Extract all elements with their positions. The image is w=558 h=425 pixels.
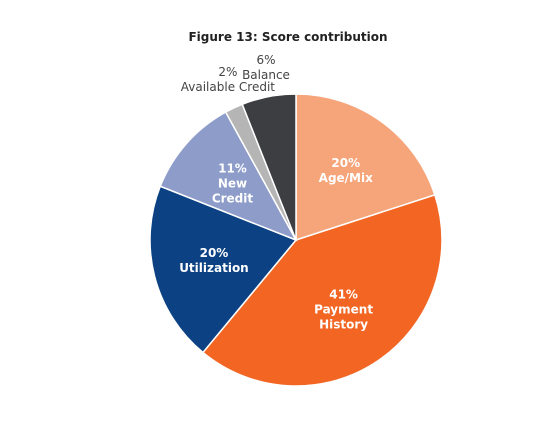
value-label: 6% <box>256 52 276 67</box>
value-label: 41% <box>329 287 358 302</box>
value-label: 2% <box>218 65 238 80</box>
category-label: Available Credit <box>180 80 275 95</box>
value-label: 20% <box>331 156 361 171</box>
value-label: 20% <box>199 246 229 261</box>
chart-title: Figure 13: Score contribution <box>188 30 388 44</box>
value-label: 11% <box>218 161 247 176</box>
pie-slice <box>149 185 298 354</box>
slice-label: 20% Utilization <box>179 246 249 276</box>
slice-label: 11% New Credit <box>197 162 267 207</box>
pie-slice <box>295 93 436 242</box>
category-label: Payment History <box>314 302 374 332</box>
category-label: Utilization <box>179 261 249 276</box>
slice-label: 2% Available Credit <box>173 65 283 95</box>
slice-label: 20% Age/Mix <box>311 156 381 186</box>
slice-label: 41% Payment History <box>309 288 379 333</box>
category-label: Balance <box>242 67 290 82</box>
pie-slice <box>241 93 297 241</box>
category-label: New Credit <box>211 176 254 206</box>
pie-slice <box>159 111 298 242</box>
slice-label: 6% Balance <box>211 53 321 83</box>
category-label: Age/Mix <box>318 171 373 186</box>
pie-slice <box>201 193 443 387</box>
